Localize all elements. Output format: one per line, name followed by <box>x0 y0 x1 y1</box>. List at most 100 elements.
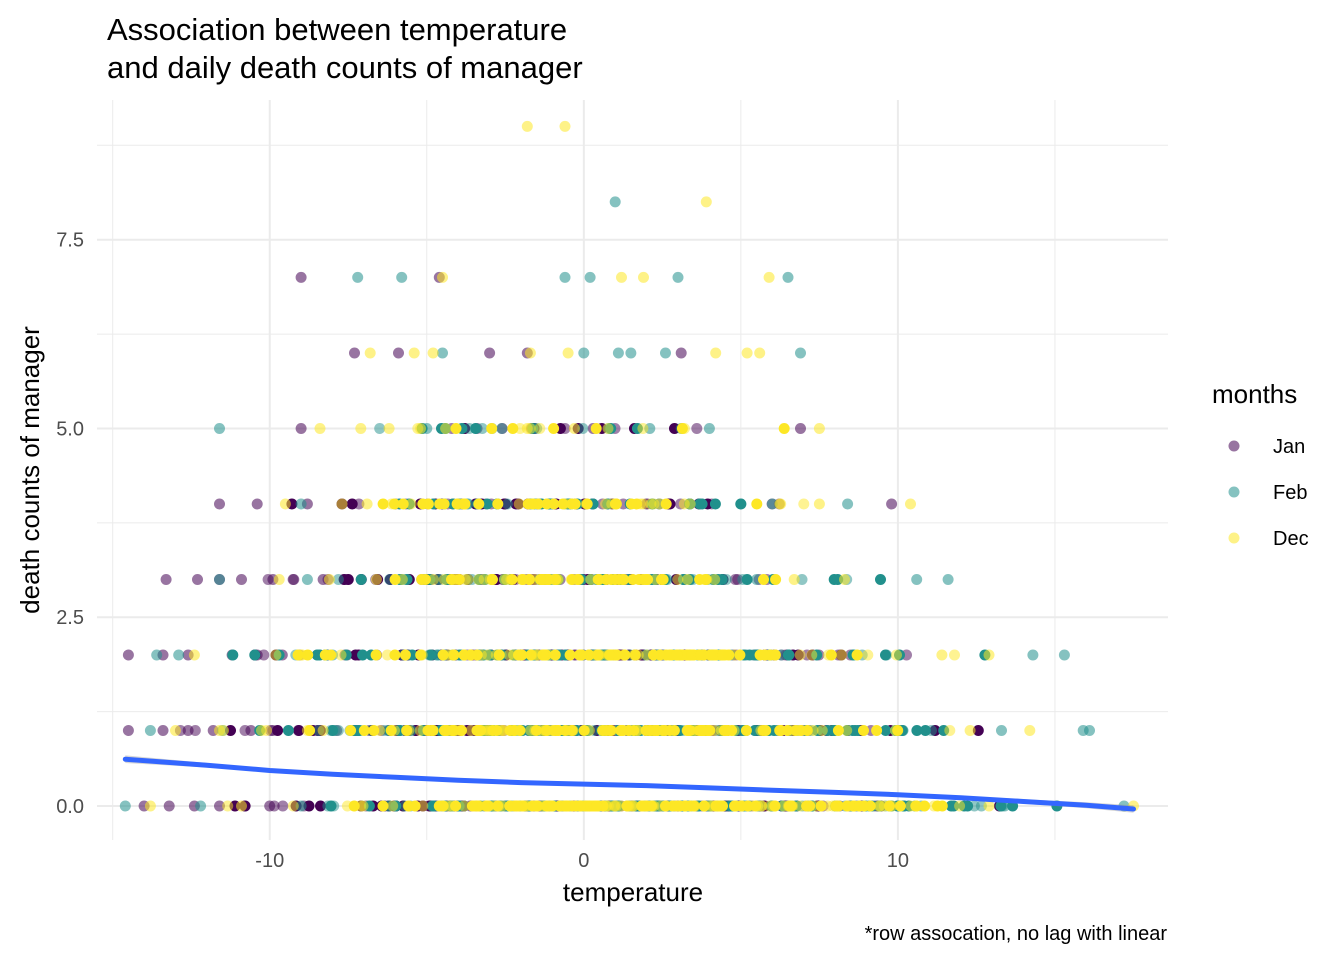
data-point <box>295 423 307 434</box>
data-point <box>415 423 426 434</box>
data-point <box>249 649 261 661</box>
data-point <box>277 800 289 812</box>
data-point <box>813 498 825 510</box>
data-point <box>513 498 525 510</box>
data-point <box>188 649 200 661</box>
data-point <box>214 423 225 434</box>
data-point <box>905 498 916 510</box>
data-point <box>628 649 640 661</box>
data-point <box>798 498 810 510</box>
data-point <box>481 498 493 510</box>
data-point <box>357 649 369 661</box>
data-point <box>144 800 156 812</box>
data-point <box>443 649 455 661</box>
data-point <box>408 347 420 359</box>
smooth-trend-line <box>122 755 1136 813</box>
data-point <box>592 649 604 661</box>
data-point <box>790 725 802 736</box>
data-point <box>516 649 528 661</box>
data-point <box>886 800 898 812</box>
smooth-line <box>122 756 1136 812</box>
data-point <box>389 498 400 510</box>
data-point <box>534 423 546 434</box>
data-point <box>911 725 923 736</box>
data-point <box>287 800 299 812</box>
data-point <box>336 498 348 510</box>
data-point <box>751 498 763 510</box>
data-point <box>891 649 902 661</box>
data-point <box>851 649 863 661</box>
data-point <box>371 574 382 585</box>
legend-label-jan: Jan <box>1273 436 1305 458</box>
data-point <box>591 800 603 812</box>
data-point <box>323 574 335 585</box>
data-point <box>559 423 571 434</box>
chart-title-line-2: and daily death counts of manager <box>107 50 583 85</box>
data-point <box>462 574 474 585</box>
data-point <box>437 347 448 359</box>
data-point <box>385 725 397 736</box>
data-point <box>504 725 516 736</box>
data-point <box>537 800 549 812</box>
data-point <box>675 347 687 359</box>
data-point <box>698 725 710 736</box>
data-point <box>835 649 847 661</box>
data-point <box>541 725 552 736</box>
data-point <box>583 725 595 736</box>
data-point <box>314 423 326 434</box>
data-point <box>325 800 337 812</box>
data-point <box>405 498 417 510</box>
data-point <box>886 498 898 510</box>
data-point <box>332 725 344 736</box>
data-point <box>592 574 604 585</box>
data-point <box>251 498 263 510</box>
data-point <box>681 725 693 736</box>
data-point <box>496 423 508 434</box>
data-point <box>783 649 795 661</box>
data-point <box>492 498 504 510</box>
data-point <box>458 800 470 812</box>
data-point <box>295 649 307 661</box>
data-point <box>549 649 561 661</box>
data-point <box>631 725 643 736</box>
data-point <box>450 423 462 434</box>
data-point <box>573 649 585 661</box>
data-point <box>574 800 586 812</box>
data-point <box>524 347 536 359</box>
data-point <box>606 725 618 736</box>
data-point <box>944 725 956 736</box>
data-point <box>617 574 628 585</box>
data-point <box>647 725 659 736</box>
y-tick-label: 5.0 <box>56 418 84 440</box>
data-point <box>627 574 639 585</box>
legend-key-dec <box>1228 532 1240 544</box>
data-point <box>486 423 498 434</box>
data-point <box>660 347 671 359</box>
data-point <box>769 649 781 661</box>
data-point <box>638 271 649 283</box>
data-point <box>512 800 524 812</box>
data-point <box>569 498 581 510</box>
data-point <box>466 800 478 812</box>
data-point <box>625 347 637 359</box>
data-point <box>288 574 300 585</box>
data-point <box>144 725 156 736</box>
data-point <box>534 574 546 585</box>
data-point <box>710 347 722 359</box>
data-point <box>919 800 930 812</box>
data-point <box>842 498 854 510</box>
data-point <box>954 800 966 812</box>
data-point <box>635 498 646 510</box>
data-point <box>521 423 533 434</box>
data-point <box>525 725 537 736</box>
data-point <box>437 800 449 812</box>
data-point <box>832 725 844 736</box>
legend-key-jan <box>1228 440 1240 452</box>
data-point <box>911 574 923 585</box>
y-tick-label: 0.0 <box>56 796 84 818</box>
data-point <box>637 423 649 434</box>
y-tick-label: 2.5 <box>56 607 84 629</box>
data-point <box>397 498 409 510</box>
data-point <box>335 649 347 661</box>
